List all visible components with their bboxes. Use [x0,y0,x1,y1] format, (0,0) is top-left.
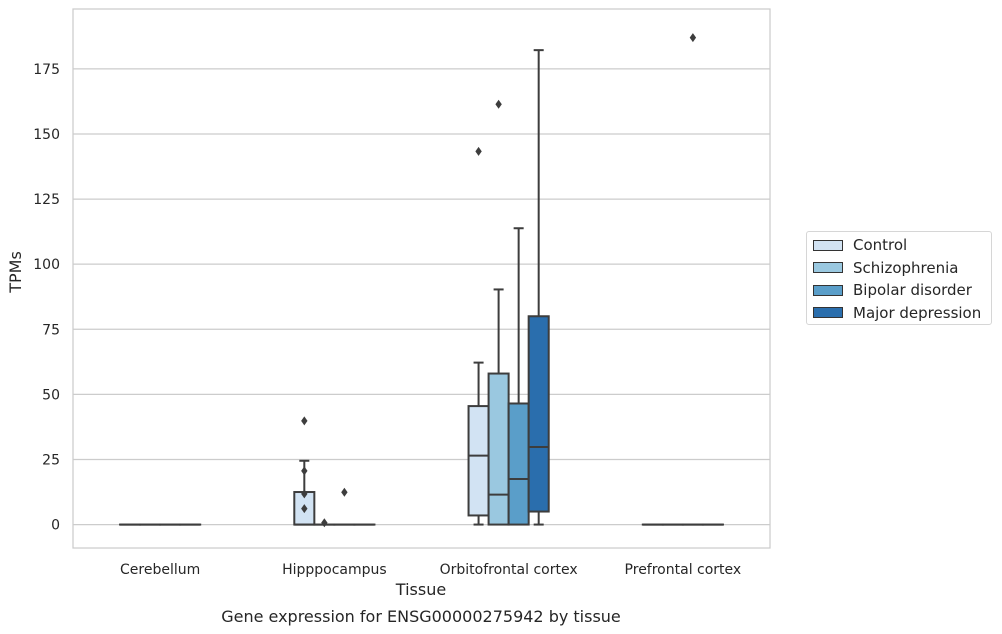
x-axis-ticks: Cerebellum Hipppocampus Orbitofrontal cort… [120,562,741,578]
outlier-point [341,487,348,497]
box-schizophrenia [313,518,336,528]
legend-item: Bipolar disorder [813,279,972,301]
box-control [467,146,490,526]
box-bipolar-disorder [333,487,356,526]
y-tick-label: 100 [33,257,60,273]
legend: Control Schizophrenia Bipolar disorder Majo… [806,231,992,325]
legend-swatch [813,284,843,296]
box-bipolar-disorder [681,33,704,526]
outlier-point [321,518,328,528]
y-axis-ticks: 0 25 50 75 100 125 150 175 [33,62,60,534]
x-tick-label: Orbitofrontal cortex [440,562,578,578]
outlier-point [301,504,308,514]
legend-swatch [813,239,843,251]
box-iqr [507,402,530,526]
box-iqr [467,405,490,517]
box-major-depression [527,49,550,526]
legend-swatch [813,262,843,273]
box-schizophrenia [487,99,510,526]
box-iqr [487,372,510,526]
box-control [293,416,316,526]
legend-label: Bipolar disorder [853,281,972,299]
legend-item: Major depression [813,302,981,324]
box-plot-series [119,33,724,528]
y-tick-label: 25 [42,452,60,468]
outlier-point [495,99,502,109]
y-tick-label: 125 [33,192,60,208]
x-tick-label: Prefrontal cortex [625,562,742,578]
x-tick-label: Cerebellum [120,562,200,578]
gridlines [73,68,770,526]
outlier-point [301,416,308,426]
legend-label: Control [853,236,908,254]
legend-item: Control [813,234,907,256]
y-tick-label: 150 [33,127,60,143]
outlier-point [689,33,697,43]
outlier-point [475,146,482,156]
plot-area-frame [72,8,771,549]
legend-item: Schizophrenia [813,257,958,279]
outlier-point [301,489,308,499]
box-iqr [527,315,550,513]
legend-label: Major depression [853,303,982,322]
y-tick-label: 50 [42,387,60,403]
y-tick-label: 0 [51,518,60,534]
box-bipolar-disorder [507,227,530,526]
x-tick-label: Hipppocampus [282,562,387,578]
y-tick-label: 75 [42,322,60,338]
chart-caption: Gene expression for ENSG00000275942 by t… [221,607,621,626]
outlier-point [301,466,308,476]
legend-label: Schizophrenia [853,258,959,277]
y-tick-label: 175 [33,62,60,78]
legend-swatch [813,307,843,318]
x-axis-label: Tissue [395,580,446,599]
y-axis-label: TPMs [6,251,25,294]
